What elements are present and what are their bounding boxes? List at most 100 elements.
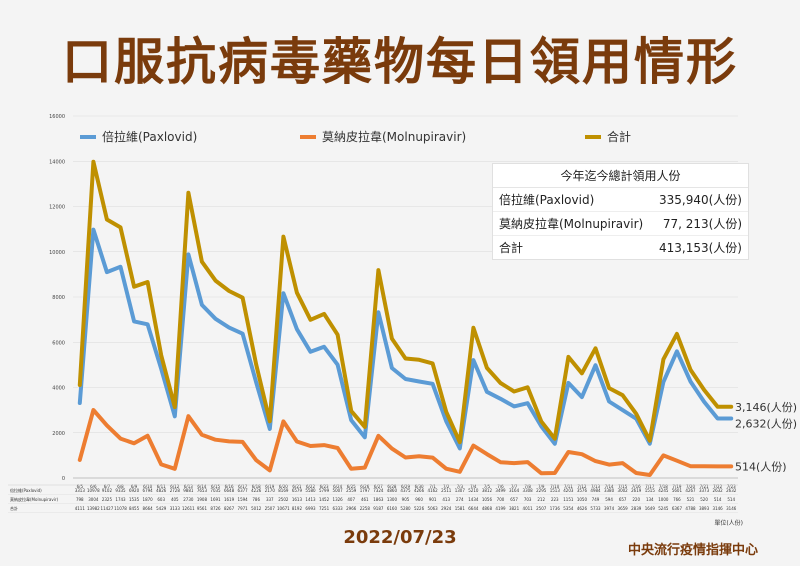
table-cell: 514 <box>714 497 722 502</box>
table-cell: 4245 <box>658 488 669 493</box>
x-tick-label: 6/23 <box>320 484 329 489</box>
table-cell: 3893 <box>699 506 710 511</box>
table-cell: 1300 <box>387 497 398 502</box>
table-cell: 1515 <box>645 488 656 493</box>
table-cell: 786 <box>252 497 260 502</box>
table-cell: 3313 <box>75 488 86 493</box>
x-tick-label: 6/29 <box>401 484 410 489</box>
summary-value: 335,940(人份) <box>659 193 742 207</box>
x-tick-label: 7/3 <box>457 484 464 489</box>
x-tick-label: 6/13 <box>184 484 193 489</box>
x-tick-label: 7/9 <box>538 484 545 489</box>
table-cell: 7324 <box>373 488 384 493</box>
table-cell: 13982 <box>87 506 100 511</box>
table-cell: 2632 <box>726 488 737 493</box>
x-tick-label: 6/7 <box>104 484 111 489</box>
table-cell: 4860 <box>387 488 398 493</box>
table-cell: 4162 <box>428 488 439 493</box>
table-cell: 2632 <box>713 488 724 493</box>
x-tick-label: 7/1 <box>429 484 436 489</box>
table-cell: 9881 <box>183 488 194 493</box>
table-cell: 3812 <box>482 488 493 493</box>
x-tick-label: 7/19 <box>672 484 681 489</box>
y-tick-label: 4000 <box>52 386 65 392</box>
table-cell: 1743 <box>115 497 126 502</box>
series-lines <box>77 159 734 477</box>
table-cell: 2730 <box>183 497 194 502</box>
table-cell: 3133 <box>170 506 181 511</box>
table-cell: 7251 <box>319 506 330 511</box>
x-tick-label: 7/2 <box>443 484 450 489</box>
table-cell: 1736 <box>550 506 561 511</box>
table-cell: 6333 <box>333 506 344 511</box>
x-tick-label: 7/13 <box>591 484 600 489</box>
table-cell: 1307 <box>455 488 466 493</box>
table-cell: 657 <box>510 497 518 502</box>
table-cell: 3576 <box>577 488 588 493</box>
table-cell: 4199 <box>495 506 506 511</box>
table-cell: 520 <box>700 497 708 502</box>
table-cell: 4111 <box>75 506 86 511</box>
x-tick-label: 6/22 <box>306 484 315 489</box>
table-cell: 9335 <box>115 488 126 493</box>
table-row-label: 倍拉維(Paxlovid) <box>10 487 42 493</box>
table-cell: 6579 <box>292 488 303 493</box>
x-tick-label: 6/28 <box>387 484 396 489</box>
table-cell: 4826 <box>156 488 167 493</box>
y-tick-label: 14000 <box>49 159 65 165</box>
summary-label: 莫納皮拉韋(Molnupiravir) <box>499 217 644 231</box>
unit-note: 單位(人份) <box>714 520 743 527</box>
x-tick-label: 6/18 <box>252 484 261 489</box>
table-cell: 5245 <box>658 506 669 511</box>
end-label-total: 3,146(人份) <box>735 401 797 414</box>
table-cell: 1797 <box>360 488 371 493</box>
x-tick-label: 7/6 <box>497 484 504 489</box>
table-cell: 9561 <box>197 506 208 511</box>
table-cell: 2325 <box>102 497 113 502</box>
table-cell: 9187 <box>373 506 384 511</box>
table-cell: 4011 <box>523 506 534 511</box>
x-tick-label: 6/10 <box>143 484 152 489</box>
y-tick-label: 6000 <box>52 340 65 346</box>
table-cell: 8267 <box>224 506 235 511</box>
table-cell: 1413 <box>305 497 316 502</box>
summary-value: 77, 213(人份) <box>662 217 742 231</box>
table-cell: 10671 <box>277 506 290 511</box>
end-labels: 2,632(人份) 514(人份) 3,146(人份) <box>735 401 797 474</box>
table-cell: 1434 <box>468 497 479 502</box>
table-cell: 5354 <box>563 506 574 511</box>
table-cell: 521 <box>687 497 695 502</box>
summary-value: 413,153(人份) <box>659 241 742 255</box>
table-cell: 6160 <box>387 506 398 511</box>
table-cell: 134 <box>646 497 654 502</box>
table-cell: 5210 <box>468 488 479 493</box>
x-axis-ticks: 6/5 6/6 6/7 6/8 6/9 6/10 6/11 6/12 6/13 6/14 6/15 6… <box>73 477 738 489</box>
table-cell: 905 <box>402 497 410 502</box>
table-cell: 3380 <box>604 488 615 493</box>
table-cell: 2839 <box>631 506 642 511</box>
table-cell: 11078 <box>114 506 127 511</box>
table-cell: 3146 <box>726 506 737 511</box>
table-cell: 1056 <box>482 497 493 502</box>
x-tick-label: 6/15 <box>211 484 220 489</box>
chart-legend: 倍拉維(Paxlovid) 莫納皮拉韋(Molnupiravir) 合計 <box>80 129 631 144</box>
table-cell: 407 <box>347 497 355 502</box>
table-cell: 3974 <box>604 506 615 511</box>
table-cell: 11427 <box>101 506 114 511</box>
table-cell: 1326 <box>333 497 344 502</box>
table-cell: 274 <box>456 497 464 502</box>
x-tick-label: 7/14 <box>605 484 614 489</box>
x-tick-label: 6/25 <box>347 484 356 489</box>
x-tick-label: 6/19 <box>265 484 274 489</box>
table-cell: 5012 <box>251 506 262 511</box>
legend-label: 莫納皮拉韋(Molnupiravir) <box>322 129 466 144</box>
legend-label: 合計 <box>607 129 631 144</box>
table-cell: 3659 <box>618 506 629 511</box>
table-cell: 3373 <box>699 488 710 493</box>
table-cell: 594 <box>605 497 613 502</box>
x-tick-label: 6/16 <box>225 484 234 489</box>
table-cell: 5799 <box>319 488 330 493</box>
table-cell: 6377 <box>238 488 249 493</box>
table-cell: 514 <box>727 497 735 502</box>
